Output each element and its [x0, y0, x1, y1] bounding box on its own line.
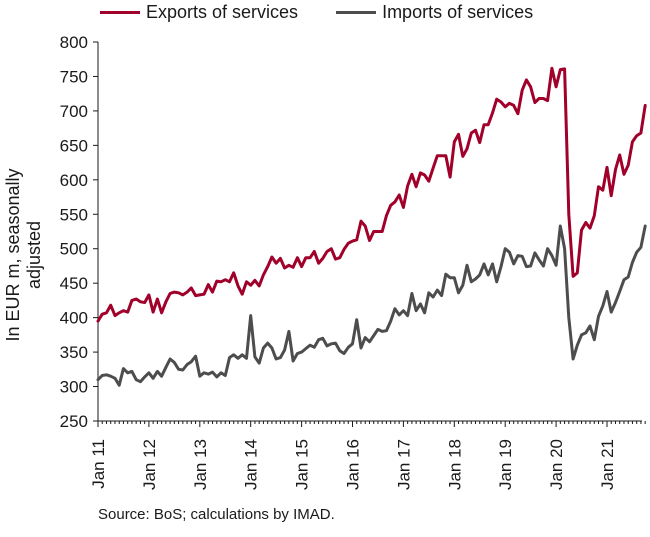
y-tick-label: 750	[60, 67, 88, 86]
legend-swatch-exports	[100, 11, 140, 14]
x-tick-label: Jan 20	[547, 439, 566, 490]
legend-item-imports: Imports of services	[336, 2, 533, 23]
x-tick-label: Jan 17	[394, 439, 413, 490]
y-tick-label: 600	[60, 171, 88, 190]
y-tick-label: 400	[60, 309, 88, 328]
y-tick-label: 350	[60, 343, 88, 362]
axes: 250 300 350 400 450 500 550 600 650 700 750 800 Jan …	[60, 33, 646, 490]
legend-swatch-imports	[336, 11, 377, 14]
y-tick-label: 300	[60, 378, 88, 397]
source-note: Source: BoS; calculations by IMAD.	[98, 506, 335, 523]
legend: Exports of services Imports of services	[100, 2, 571, 23]
y-tick-label: 250	[60, 412, 88, 431]
y-tick-label: 550	[60, 205, 88, 224]
x-tick-label: Jan 11	[89, 439, 108, 489]
x-tick-label: Jan 18	[445, 439, 464, 490]
y-tick-label: 800	[60, 33, 88, 52]
legend-label-exports: Exports of services	[146, 2, 299, 22]
x-tick-label: Jan 21	[598, 439, 617, 490]
y-tick-label: 700	[60, 102, 88, 121]
series-layer	[96, 66, 647, 387]
series-line-exports	[96, 66, 647, 323]
x-tick-label: Jan 14	[242, 439, 261, 490]
x-tick-label: Jan 13	[191, 439, 210, 490]
x-tick-label: Jan 19	[496, 439, 515, 490]
x-tick-label: Jan 12	[140, 439, 159, 490]
y-tick-label: 650	[60, 136, 88, 155]
y-tick-label: 450	[60, 274, 88, 293]
y-tick-label: 500	[60, 240, 88, 259]
x-tick-label: Jan 16	[344, 439, 363, 490]
x-tick-label: Jan 15	[293, 439, 312, 490]
series-line-imports	[96, 224, 647, 387]
legend-label-imports: Imports of services	[382, 2, 534, 22]
y-axis-label: In EUR m, seasonally adjusted	[3, 168, 44, 342]
legend-item-exports: Exports of services	[100, 2, 298, 23]
